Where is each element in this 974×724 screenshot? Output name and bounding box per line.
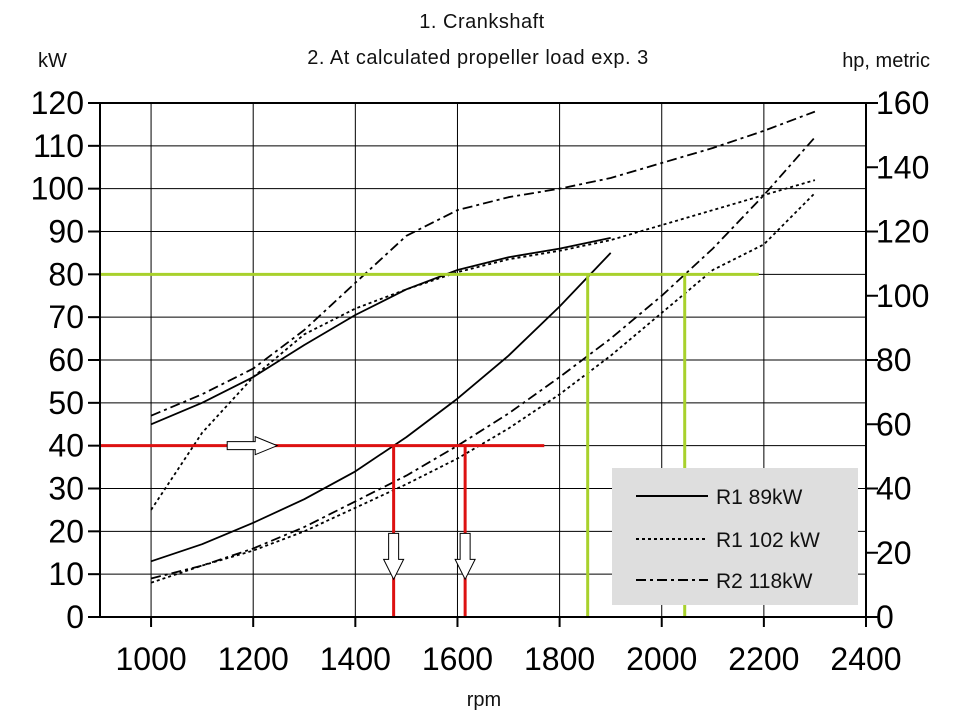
- left-tick-label-30: 30: [48, 471, 84, 507]
- arrow-right-0: [226, 435, 279, 456]
- series-line-0-crankshaft: [150, 237, 611, 426]
- left-tick-label-80: 80: [48, 256, 84, 292]
- left-axis-unit: kW: [38, 50, 67, 72]
- legend-label-r1-89: R1 89kW: [716, 486, 803, 509]
- series-line-1-propeller: [150, 252, 612, 563]
- right-tick-label-60: 60: [876, 406, 912, 442]
- x-tick-label-2000: 2000: [626, 641, 697, 677]
- right-tick-label-100: 100: [876, 278, 929, 314]
- series-line-2-crankshaft: [150, 179, 816, 511]
- right-tick-label-120: 120: [876, 214, 929, 250]
- left-tick-label-50: 50: [48, 385, 84, 421]
- x-axis-label: rpm: [467, 689, 501, 711]
- plot-frame: [99, 102, 867, 618]
- operating-point-markers: [100, 272, 759, 617]
- left-tick-label-60: 60: [48, 342, 84, 378]
- left-tick-label-40: 40: [48, 428, 84, 464]
- left-tick-label-0: 0: [66, 599, 84, 635]
- series-line-5-propeller: [150, 136, 816, 580]
- right-tick-label-140: 140: [876, 149, 929, 185]
- left-tick-label-100: 100: [31, 171, 84, 207]
- x-tick-label-1000: 1000: [115, 641, 186, 677]
- left-tick-label-110: 110: [33, 128, 84, 164]
- x-tick-label-2400: 2400: [830, 641, 901, 677]
- right-y-ticks: 0 20 40 60 80 100 120 140 160: [866, 85, 929, 635]
- series-line-3-propeller: [150, 192, 816, 584]
- left-tick-label-10: 10: [48, 556, 84, 592]
- series-lines: [150, 110, 816, 584]
- x-tick-label-1200: 1200: [218, 641, 289, 677]
- left-tick-label-90: 90: [48, 214, 84, 250]
- right-tick-label-80: 80: [876, 342, 912, 378]
- x-tick-label-1600: 1600: [422, 641, 493, 677]
- legend-box: [612, 468, 858, 605]
- x-tick-label-1400: 1400: [320, 641, 391, 677]
- right-tick-label-0: 0: [876, 599, 894, 635]
- arrow-down-1: [382, 532, 405, 581]
- arrow-down-2: [454, 532, 476, 581]
- chart-title: 1. Crankshaft: [419, 11, 544, 33]
- x-tick-label-1800: 1800: [524, 641, 595, 677]
- x-tick-label-2200: 2200: [728, 641, 799, 677]
- x-ticks: 1000 1200 1400 1600 1800 2000 2200 2400: [115, 617, 902, 677]
- left-y-ticks: 0 10 20 30 40 50 60 70 80 90 100 110 120: [31, 85, 100, 635]
- right-axis-unit: hp, metric: [842, 50, 930, 72]
- right-tick-label-40: 40: [876, 471, 912, 507]
- legend-label-r1-102: R1 102 kW: [716, 529, 820, 552]
- left-tick-label-70: 70: [48, 299, 84, 335]
- legend: R1 89kW R1 102 kW R2 118kW: [612, 468, 858, 605]
- right-tick-label-160: 160: [876, 85, 929, 121]
- right-tick-label-20: 20: [876, 535, 912, 571]
- legend-label-r2-118: R2 118kW: [716, 570, 813, 593]
- left-tick-label-120: 120: [31, 85, 84, 121]
- left-tick-label-20: 20: [48, 513, 84, 549]
- chart-subtitle: 2. At calculated propeller load exp. 3: [307, 47, 648, 69]
